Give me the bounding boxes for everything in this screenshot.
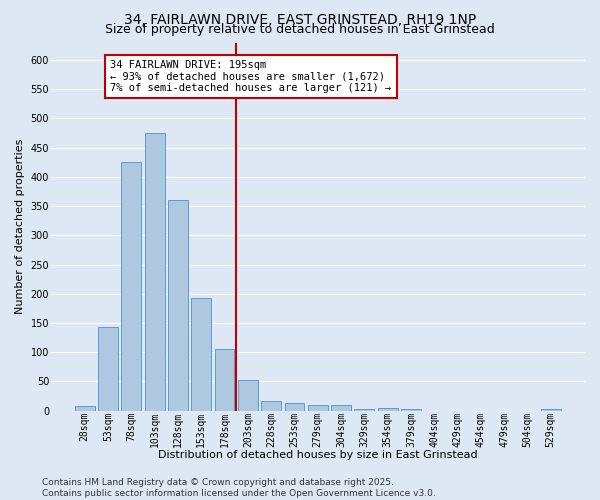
Bar	[98, 327, 118, 410]
Bar	[121, 162, 141, 410]
Bar	[238, 380, 258, 410]
Bar	[284, 403, 304, 410]
Bar	[168, 200, 188, 410]
Bar	[145, 133, 164, 410]
Bar	[541, 409, 561, 410]
Text: Size of property relative to detached houses in East Grinstead: Size of property relative to detached ho…	[105, 22, 495, 36]
Bar	[378, 408, 398, 410]
Bar	[331, 406, 351, 410]
Bar	[308, 404, 328, 410]
Bar	[75, 406, 95, 410]
Text: 34 FAIRLAWN DRIVE: 195sqm
← 93% of detached houses are smaller (1,672)
7% of sem: 34 FAIRLAWN DRIVE: 195sqm ← 93% of detac…	[110, 60, 392, 93]
Y-axis label: Number of detached properties: Number of detached properties	[15, 139, 25, 314]
X-axis label: Distribution of detached houses by size in East Grinstead: Distribution of detached houses by size …	[158, 450, 478, 460]
Bar	[261, 400, 281, 410]
Text: Contains HM Land Registry data © Crown copyright and database right 2025.
Contai: Contains HM Land Registry data © Crown c…	[42, 478, 436, 498]
Text: 34, FAIRLAWN DRIVE, EAST GRINSTEAD, RH19 1NP: 34, FAIRLAWN DRIVE, EAST GRINSTEAD, RH19…	[124, 12, 476, 26]
Bar	[191, 298, 211, 410]
Bar	[215, 349, 235, 410]
